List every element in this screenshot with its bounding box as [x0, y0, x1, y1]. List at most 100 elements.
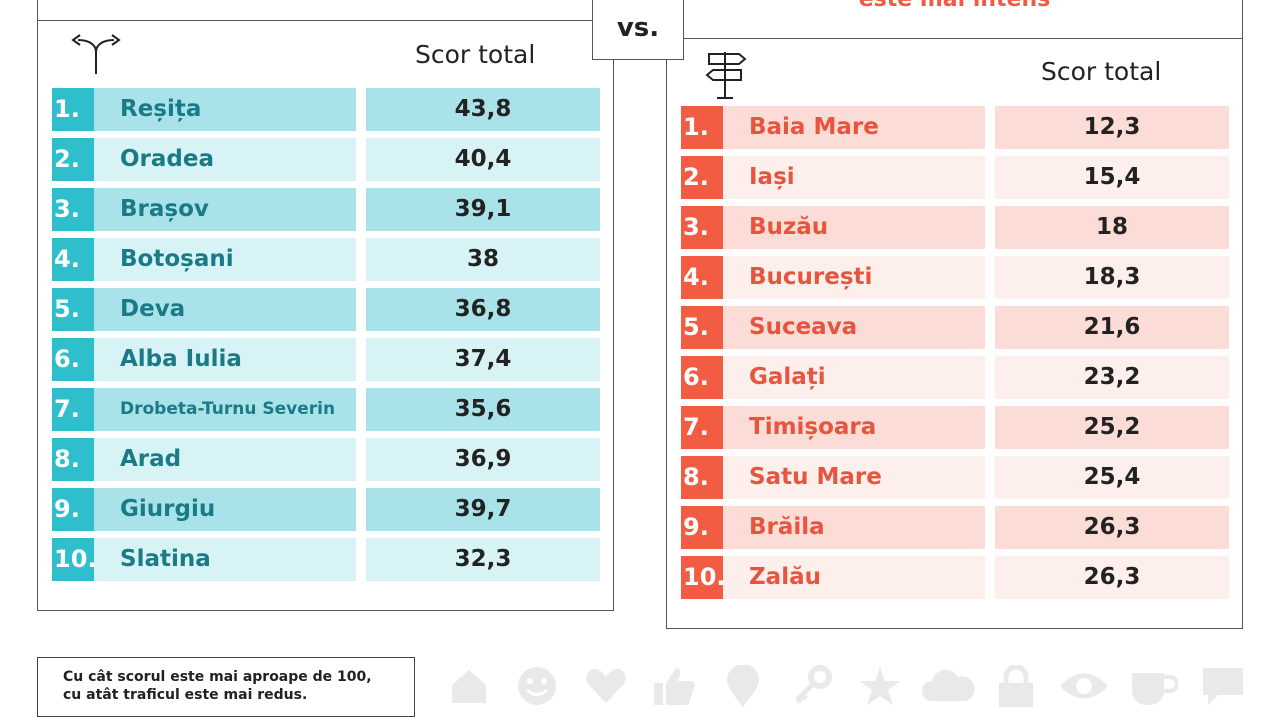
rank: 4. — [52, 238, 94, 281]
score-value: 36,9 — [366, 438, 600, 481]
heart-icon — [586, 668, 626, 703]
score-value: 18 — [995, 206, 1229, 249]
table-row: 1. Reșița 43,8 — [52, 88, 600, 131]
note-line-1: Cu cât scorul este mai aproape de 100, — [63, 669, 372, 685]
table-row: 2. Iași 15,4 — [681, 156, 1229, 199]
score-value: 37,4 — [366, 338, 600, 381]
left-title-box — [37, 0, 612, 21]
score-value: 12,3 — [995, 106, 1229, 149]
table-row: 1. Baia Mare 12,3 — [681, 106, 1229, 149]
rank: 10. — [681, 556, 726, 599]
city-name: Galați — [723, 356, 985, 399]
city-name: București — [723, 256, 985, 299]
score-value: 38 — [366, 238, 600, 281]
right-panel-title: este mai intens — [666, 0, 1243, 39]
score-value: 21,6 — [995, 306, 1229, 349]
table-row: 6. Alba Iulia 37,4 — [52, 338, 600, 381]
table-row: 5. Suceava 21,6 — [681, 306, 1229, 349]
star-icon — [860, 667, 900, 705]
table-row: 8. Arad 36,9 — [52, 438, 600, 481]
rank: 6. — [52, 338, 94, 381]
signpost-icon — [705, 52, 747, 99]
city-name: Giurgiu — [94, 488, 356, 531]
rank: 2. — [681, 156, 723, 199]
city-name: Deva — [94, 288, 356, 331]
score-value: 32,3 — [366, 538, 600, 581]
rank: 5. — [52, 288, 94, 331]
score-value: 39,1 — [366, 188, 600, 231]
rank: 1. — [52, 88, 94, 131]
left-score-header: Scor total — [415, 40, 536, 69]
city-name: Drobeta-Turnu Severin — [94, 388, 356, 431]
table-row: 4. București 18,3 — [681, 256, 1229, 299]
city-name: Timișoara — [723, 406, 985, 449]
city-name: Reșița — [94, 88, 356, 131]
city-name: Zalău — [723, 556, 985, 599]
score-value: 26,3 — [995, 556, 1229, 599]
cloud-icon — [922, 669, 975, 701]
rank: 7. — [681, 406, 723, 449]
score-value: 25,4 — [995, 456, 1229, 499]
thumbs-up-icon — [654, 668, 695, 705]
rank: 4. — [681, 256, 723, 299]
city-name: Satu Mare — [723, 456, 985, 499]
city-name: Brașov — [94, 188, 356, 231]
city-name: Iași — [723, 156, 985, 199]
rank: 2. — [52, 138, 94, 181]
score-value: 23,2 — [995, 356, 1229, 399]
rank: 6. — [681, 356, 723, 399]
location-pin-icon — [727, 665, 759, 707]
city-name: Oradea — [94, 138, 356, 181]
table-row: 2. Oradea 40,4 — [52, 138, 600, 181]
table-row: 3. Brașov 39,1 — [52, 188, 600, 231]
home-icon — [452, 670, 486, 703]
score-value: 35,6 — [366, 388, 600, 431]
rank: 3. — [52, 188, 94, 231]
table-row: 4. Botoșani 38 — [52, 238, 600, 281]
table-row: 3. Buzău 18 — [681, 206, 1229, 249]
rank: 10. — [52, 538, 97, 581]
split-road-arrows-icon — [71, 34, 121, 74]
chat-bubble-icon — [1203, 668, 1243, 705]
city-name: Alba Iulia — [94, 338, 356, 381]
rank: 9. — [681, 506, 723, 549]
score-value: 18,3 — [995, 256, 1229, 299]
rank: 9. — [52, 488, 94, 531]
rank: 7. — [52, 388, 94, 431]
rank: 8. — [52, 438, 94, 481]
rank: 8. — [681, 456, 723, 499]
lock-icon — [999, 665, 1033, 707]
table-row: 9. Brăila 26,3 — [681, 506, 1229, 549]
city-name: Arad — [94, 438, 356, 481]
score-value: 36,8 — [366, 288, 600, 331]
eye-icon — [1060, 673, 1108, 699]
score-value: 25,2 — [995, 406, 1229, 449]
rank: 3. — [681, 206, 723, 249]
vs-badge: vs. — [592, 0, 684, 60]
rank: 1. — [681, 106, 723, 149]
score-value: 26,3 — [995, 506, 1229, 549]
table-row: 7. Drobeta-Turnu Severin 35,6 — [52, 388, 600, 431]
right-score-header: Scor total — [1041, 57, 1162, 86]
score-value: 39,7 — [366, 488, 600, 531]
city-name: Suceava — [723, 306, 985, 349]
table-row: 6. Galați 23,2 — [681, 356, 1229, 399]
cup-icon — [1132, 673, 1178, 705]
city-name: Slatina — [94, 538, 356, 581]
score-value: 43,8 — [366, 88, 600, 131]
city-name: Buzău — [723, 206, 985, 249]
table-row: 10. Slatina 32,3 — [52, 538, 600, 581]
key-icon — [795, 665, 832, 704]
table-row: 10. Zalău 26,3 — [681, 556, 1229, 599]
city-name: Baia Mare — [723, 106, 985, 149]
score-value: 40,4 — [366, 138, 600, 181]
table-row: 9. Giurgiu 39,7 — [52, 488, 600, 531]
note-line-2: cu atât traficul este mai redus. — [63, 687, 308, 703]
city-name: Botoșani — [94, 238, 356, 281]
table-row: 7. Timișoara 25,2 — [681, 406, 1229, 449]
smiley-icon — [518, 667, 556, 705]
score-explanation-note: Cu cât scorul este mai aproape de 100, c… — [37, 657, 415, 717]
rank: 5. — [681, 306, 723, 349]
table-row: 5. Deva 36,8 — [52, 288, 600, 331]
city-name: Brăila — [723, 506, 985, 549]
